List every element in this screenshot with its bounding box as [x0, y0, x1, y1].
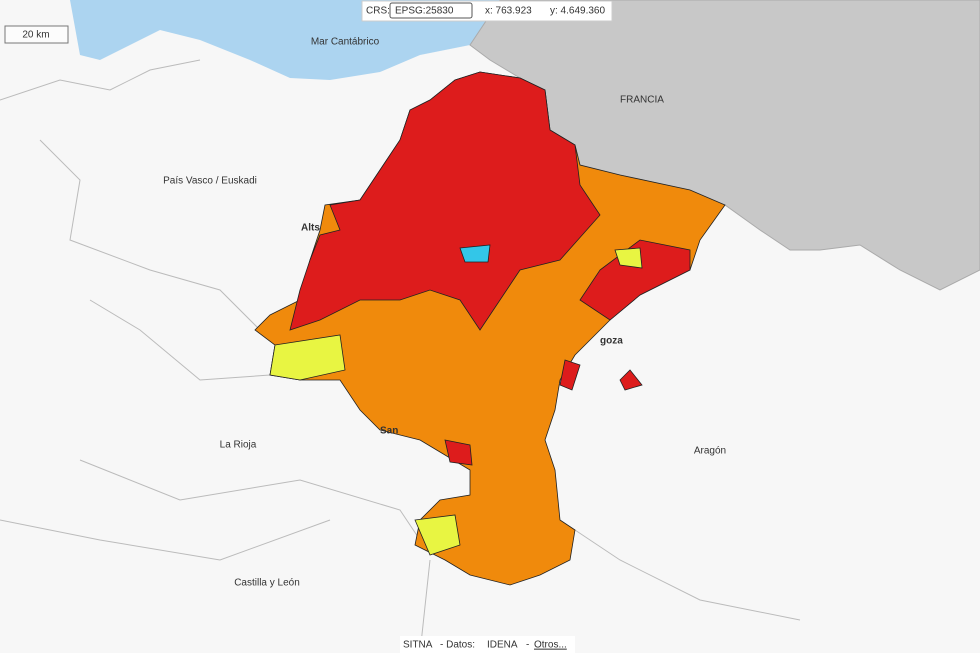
- region-label: País Vasco / Euskadi: [163, 176, 257, 187]
- crs-label: CRS:: [366, 6, 390, 17]
- borders: [0, 59, 801, 653]
- pamplona: [459, 244, 491, 263]
- crs-button[interactable]: [389, 2, 473, 19]
- city-label: San: [380, 426, 398, 437]
- scale-bar: [4, 25, 69, 44]
- attribution-link[interactable]: Otros...: [534, 640, 567, 651]
- city-label: Alts: [301, 223, 320, 234]
- attribution-text: SITNA: [403, 640, 433, 651]
- region-label: Aragón: [694, 446, 726, 457]
- y-coordinate: y: 4.649.360: [550, 6, 605, 17]
- sea-label: Mar Cantábrico: [311, 37, 380, 48]
- city-label: goza: [600, 336, 623, 347]
- crs-value[interactable]: EPSG:25830: [395, 6, 454, 17]
- attribution-text: -: [526, 640, 529, 651]
- region-label: La Rioja: [220, 440, 257, 451]
- scale-label: 20 km: [22, 30, 49, 41]
- navarra-red: [289, 71, 601, 331]
- x-coordinate: x: 763.923: [485, 6, 532, 17]
- attribution: [400, 636, 575, 653]
- attribution-text: - Datos:: [440, 640, 475, 651]
- region-label: Castilla y León: [234, 578, 300, 589]
- attribution-text: IDENA: [487, 640, 518, 651]
- navarra-yellow: [269, 247, 643, 556]
- country-label: FRANCIA: [620, 95, 664, 106]
- navarra-red: [444, 239, 691, 466]
